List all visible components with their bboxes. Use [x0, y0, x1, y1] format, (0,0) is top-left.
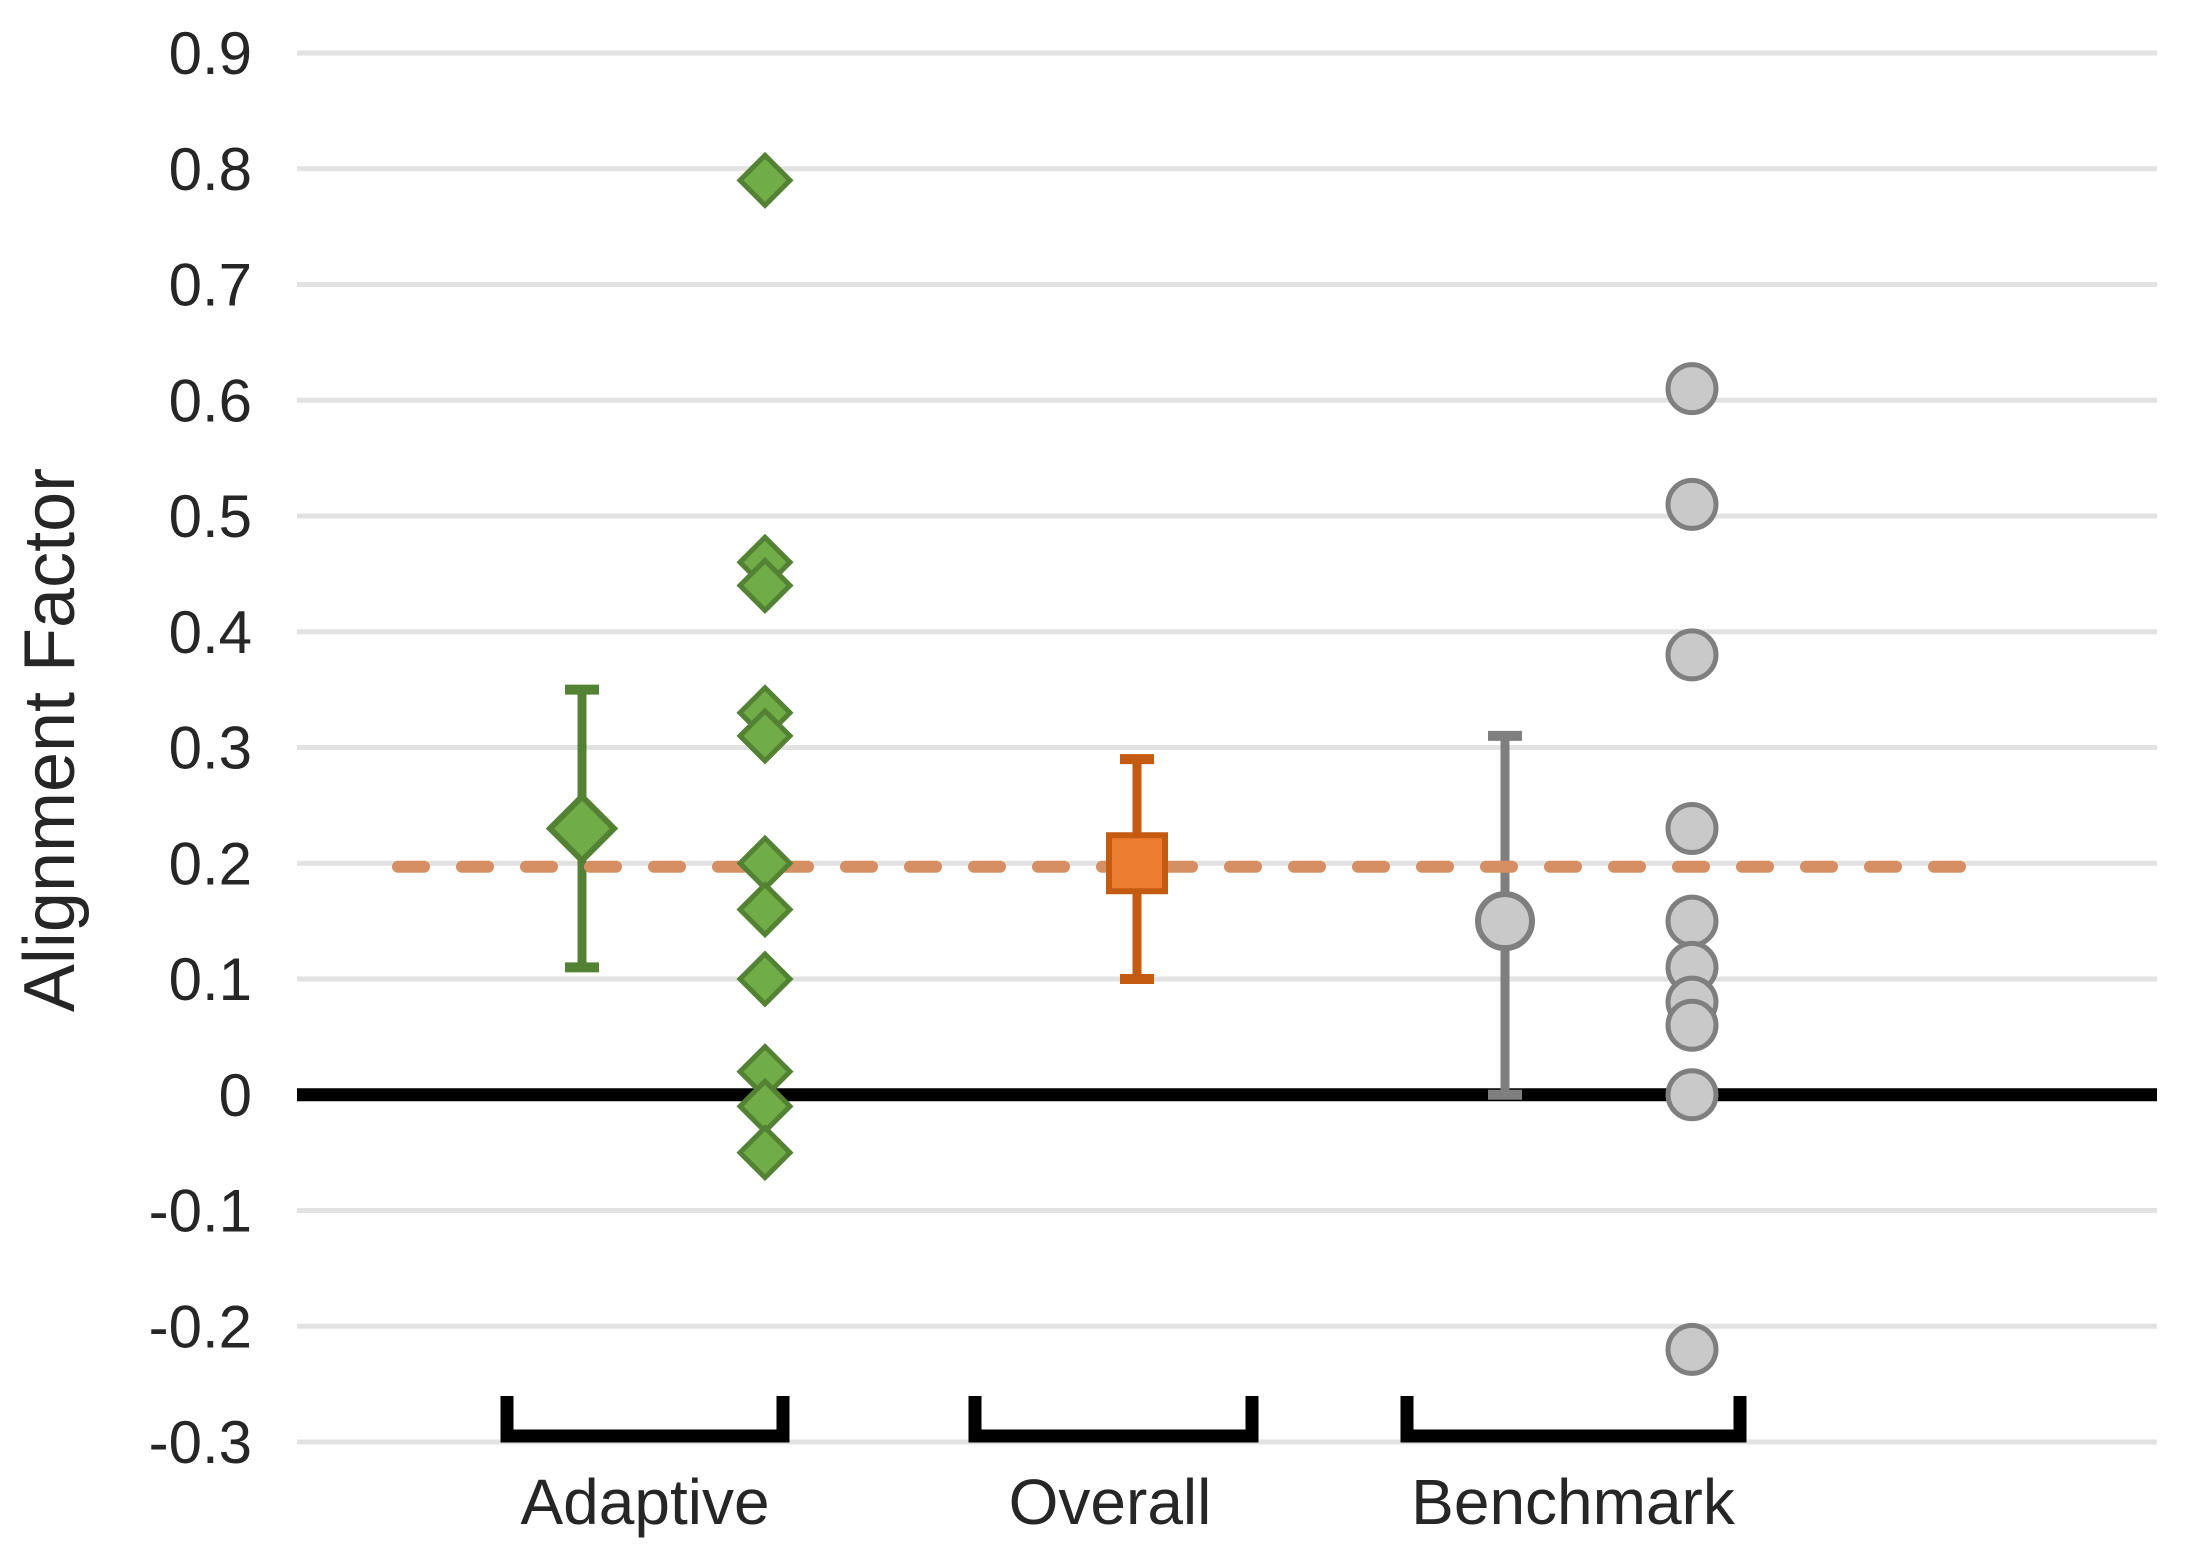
- bracket-benchmark: [1400, 1396, 1747, 1443]
- data-point-benchmark: [1665, 1068, 1719, 1122]
- y-tick-label: 0.6: [169, 367, 252, 434]
- bracket-adaptive: [500, 1396, 790, 1443]
- y-tick-label: 0.4: [169, 599, 252, 666]
- error-bars: [565, 684, 1522, 1100]
- data-point-adaptive: [736, 707, 794, 765]
- data-point-adaptive: [736, 834, 794, 892]
- y-tick-label: 0.2: [169, 830, 252, 897]
- summary-marker-adaptive: [545, 792, 619, 865]
- category-label-benchmark: Benchmark: [1411, 1466, 1736, 1538]
- summary-marker-overall: [1106, 832, 1168, 895]
- y-tick-label: -0.2: [149, 1293, 252, 1360]
- y-tick-label: 0.1: [169, 946, 252, 1013]
- data-point-benchmark: [1665, 894, 1719, 948]
- data-point-adaptive: [736, 950, 794, 1008]
- y-tick-labels: 0.9 0.8 0.7 0.6 0.5 0.4 0.3 0.2 0.1 0 -0.1 -0.2 -0.3: [149, 20, 252, 1476]
- data-point-benchmark: [1665, 802, 1719, 856]
- y-tick-label: 0.3: [169, 715, 252, 782]
- y-tick-label: 0: [219, 1062, 252, 1129]
- gridlines: [297, 50, 2157, 1445]
- data-point-adaptive: [736, 151, 794, 209]
- y-tick-label: -0.3: [149, 1409, 252, 1476]
- data-point-benchmark: [1665, 1322, 1719, 1376]
- y-axis-title: Alignment Factor: [10, 468, 90, 1012]
- bracket-overall: [968, 1396, 1259, 1443]
- data-point-adaptive: [736, 881, 794, 939]
- category-label-adaptive: Adaptive: [520, 1466, 769, 1538]
- y-tick-label: 0.5: [169, 483, 252, 550]
- data-point-benchmark: [1665, 362, 1719, 416]
- data-point-adaptive: [736, 556, 794, 614]
- data-point-benchmark: [1665, 998, 1719, 1052]
- y-tick-label: 0.8: [169, 136, 252, 203]
- data-point-benchmark: [1665, 628, 1719, 682]
- category-label-overall: Overall: [1009, 1466, 1212, 1538]
- y-tick-label: 0.7: [169, 252, 252, 319]
- data-point-adaptive: [736, 1124, 794, 1182]
- summary-marker-benchmark: [1475, 891, 1535, 952]
- y-tick-label: 0.9: [169, 20, 252, 87]
- y-tick-label: -0.1: [149, 1178, 252, 1245]
- data-point-benchmark: [1665, 477, 1719, 531]
